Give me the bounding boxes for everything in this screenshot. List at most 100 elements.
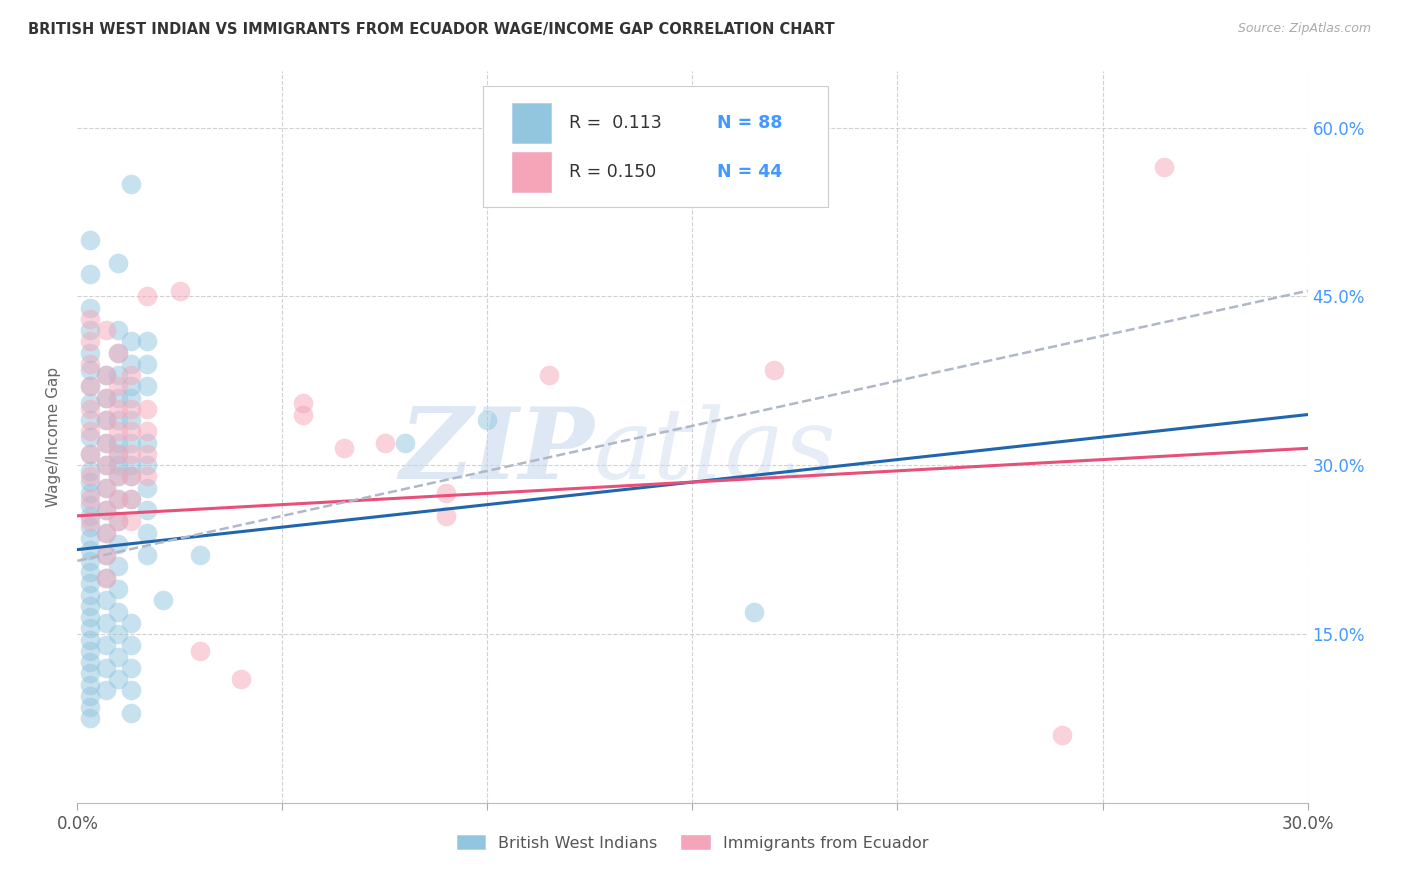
Point [394, 435, 416, 450]
Point [120, 391, 142, 405]
Point [79, 588, 101, 602]
Text: Source: ZipAtlas.com: Source: ZipAtlas.com [1237, 22, 1371, 36]
Point [107, 469, 129, 483]
Point [79, 599, 101, 613]
Point [136, 469, 159, 483]
Point [152, 593, 174, 607]
Bar [512, 152, 551, 192]
Point [136, 357, 159, 371]
Point [79, 498, 101, 512]
Point [94, 661, 117, 675]
Point [94, 548, 117, 562]
Point [120, 469, 142, 483]
Point [120, 425, 142, 439]
Point [79, 447, 101, 461]
Point [136, 289, 159, 303]
Point [107, 379, 129, 393]
Point [136, 425, 159, 439]
Point [79, 621, 101, 635]
Point [79, 464, 101, 478]
Point [107, 515, 129, 529]
Point [120, 458, 142, 473]
Point [120, 638, 142, 652]
Point [94, 413, 117, 427]
Point [79, 312, 101, 326]
Point [120, 368, 142, 383]
Point [107, 345, 129, 359]
Point [79, 515, 101, 529]
Point [107, 368, 129, 383]
Point [136, 548, 159, 562]
Point [94, 525, 117, 540]
Point [79, 447, 101, 461]
Point [120, 177, 142, 191]
Point [79, 689, 101, 703]
Point [107, 435, 129, 450]
Point [136, 334, 159, 349]
Point [79, 401, 101, 416]
Point [94, 571, 117, 585]
Point [120, 379, 142, 393]
Point [79, 301, 101, 315]
Point [107, 649, 129, 664]
Point [79, 711, 101, 725]
Point [120, 491, 142, 506]
Point [120, 334, 142, 349]
Point [107, 447, 129, 461]
Point [94, 368, 117, 383]
Point [107, 458, 129, 473]
Point [94, 683, 117, 698]
Point [79, 520, 101, 534]
Point [120, 435, 142, 450]
Point [94, 435, 117, 450]
Point [94, 391, 117, 405]
Text: ZIP: ZIP [399, 403, 595, 500]
Point [436, 486, 458, 500]
Point [94, 481, 117, 495]
Text: R =  0.113: R = 0.113 [569, 114, 662, 132]
Text: R = 0.150: R = 0.150 [569, 163, 657, 181]
Point [107, 413, 129, 427]
Point [79, 469, 101, 483]
Point [94, 458, 117, 473]
Point [79, 362, 101, 376]
Point [1153, 160, 1175, 174]
Point [231, 672, 253, 686]
Point [107, 425, 129, 439]
Point [79, 644, 101, 658]
Point [188, 644, 212, 658]
Point [374, 435, 396, 450]
Point [291, 396, 314, 410]
Point [107, 345, 129, 359]
Point [94, 615, 117, 630]
Point [763, 362, 786, 376]
Point [120, 615, 142, 630]
Point [120, 706, 142, 720]
Point [107, 559, 129, 574]
Point [79, 565, 101, 579]
Point [136, 447, 159, 461]
Point [136, 379, 159, 393]
Point [79, 678, 101, 692]
Text: BRITISH WEST INDIAN VS IMMIGRANTS FROM ECUADOR WAGE/INCOME GAP CORRELATION CHART: BRITISH WEST INDIAN VS IMMIGRANTS FROM E… [28, 22, 835, 37]
Point [94, 503, 117, 517]
Point [94, 503, 117, 517]
Point [120, 515, 142, 529]
Point [79, 491, 101, 506]
Point [107, 537, 129, 551]
Point [79, 345, 101, 359]
Point [79, 508, 101, 523]
Point [79, 655, 101, 669]
Point [120, 661, 142, 675]
Point [94, 391, 117, 405]
Point [79, 486, 101, 500]
Point [79, 396, 101, 410]
Point [107, 515, 129, 529]
Point [120, 447, 142, 461]
Point [79, 323, 101, 337]
Point [79, 632, 101, 647]
Y-axis label: Wage/Income Gap: Wage/Income Gap [45, 367, 60, 508]
Point [136, 503, 159, 517]
Bar [512, 103, 551, 143]
Point [79, 233, 101, 247]
